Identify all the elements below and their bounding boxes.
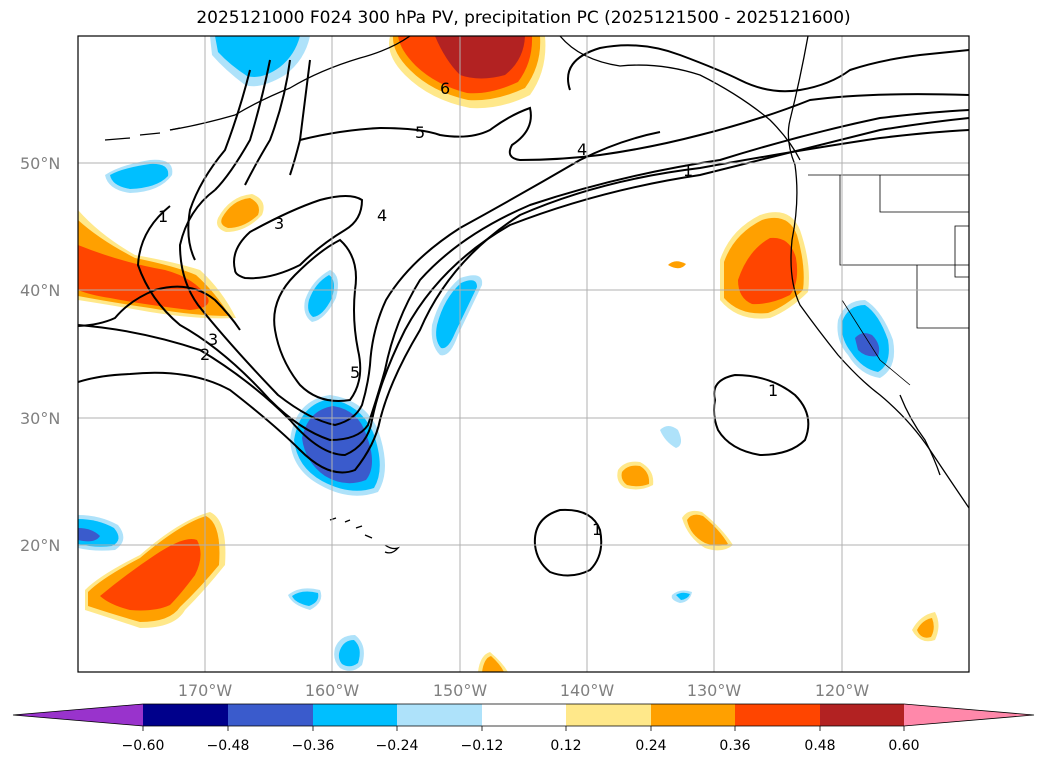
lon-label: 120°W bbox=[815, 681, 870, 700]
political-borders bbox=[808, 174, 969, 386]
contour-label: 1 bbox=[592, 520, 602, 539]
contour-label: 4 bbox=[577, 140, 587, 159]
colorbar-tick-label: 0.60 bbox=[888, 738, 919, 754]
lat-label: 50°N bbox=[20, 154, 60, 173]
pv-contours bbox=[78, 44, 969, 577]
map-title: 2025121000 F024 300 hPa PV, precipitatio… bbox=[196, 8, 851, 28]
colorbar-segment bbox=[143, 704, 228, 726]
contour-label: 3 bbox=[274, 214, 284, 233]
colorbar-segment bbox=[482, 704, 566, 726]
colorbar-tick-label: −0.24 bbox=[376, 738, 419, 754]
map-area: 1 1 1 1 1 2 3 3 4 4 5 5 6 bbox=[78, 21, 969, 672]
colorbar-tick-label: −0.36 bbox=[292, 738, 335, 754]
contour-label: 5 bbox=[350, 363, 360, 382]
contour-label: 1 bbox=[683, 161, 693, 180]
contour-label: 1 bbox=[158, 207, 168, 226]
lat-label: 40°N bbox=[20, 281, 60, 300]
lat-label: 20°N bbox=[20, 536, 60, 555]
lat-label: 30°N bbox=[20, 409, 60, 428]
precip-negative-anomalies bbox=[78, 36, 895, 671]
contour-label: 5 bbox=[415, 123, 425, 142]
graticule bbox=[78, 36, 969, 672]
contour-label: 2 bbox=[200, 345, 210, 364]
colorbar-segment bbox=[651, 704, 735, 726]
longitude-labels: 170°W 160°W 150°W 140°W 130°W 120°W bbox=[178, 681, 870, 700]
contour-label: 1 bbox=[768, 381, 778, 400]
colorbar-segment bbox=[820, 704, 904, 726]
colorbar: −0.60 −0.48 −0.36 −0.24 −0.12 0.12 0.24 … bbox=[12, 703, 1035, 754]
colorbar-segment bbox=[397, 704, 482, 726]
colorbar-tick-label: −0.48 bbox=[207, 738, 250, 754]
colorbar-tick-label: −0.12 bbox=[461, 738, 504, 754]
colorbar-segment bbox=[228, 704, 313, 726]
colorbar-tick-label: 0.24 bbox=[635, 738, 666, 754]
lon-label: 130°W bbox=[687, 681, 742, 700]
lon-label: 150°W bbox=[433, 681, 488, 700]
colorbar-tick-label: 0.48 bbox=[804, 738, 835, 754]
colorbar-tick-label: −0.60 bbox=[122, 738, 165, 754]
pv-contour-labels: 1 1 1 1 1 2 3 3 4 4 5 5 6 bbox=[78, 21, 778, 539]
contour-label: 4 bbox=[377, 206, 387, 225]
contour-label: 3 bbox=[208, 330, 218, 349]
colorbar-segment bbox=[566, 704, 651, 726]
colorbar-tick-label: 0.12 bbox=[550, 738, 581, 754]
contour-label: 1 bbox=[78, 21, 88, 40]
colorbar-max-extension bbox=[904, 704, 1034, 726]
colorbar-segment bbox=[313, 704, 397, 726]
lon-label: 140°W bbox=[560, 681, 615, 700]
latitude-labels: 50°N 40°N 30°N 20°N bbox=[20, 154, 60, 555]
colorbar-segment bbox=[735, 704, 820, 726]
map-frame bbox=[77, 35, 970, 673]
coastlines bbox=[104, 36, 969, 554]
lon-label: 170°W bbox=[178, 681, 233, 700]
contour-label: 6 bbox=[440, 79, 450, 98]
colorbar-ticks bbox=[142, 726, 905, 731]
lon-label: 160°W bbox=[305, 681, 360, 700]
colorbar-tick-label: 0.36 bbox=[719, 738, 750, 754]
colorbar-min-extension bbox=[13, 704, 143, 726]
